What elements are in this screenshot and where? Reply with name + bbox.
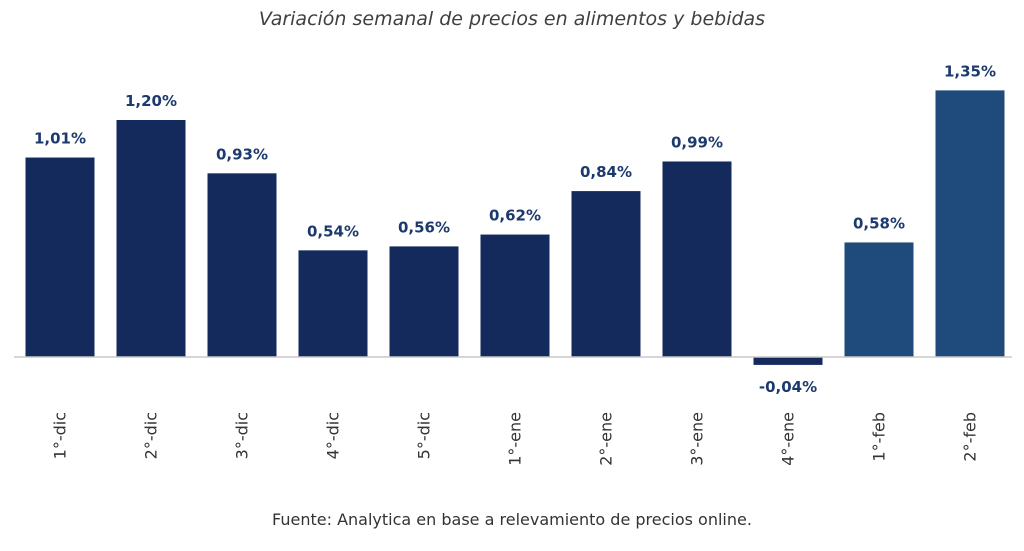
tick-label-1-feb: 1°-feb [870,412,889,462]
data-label-2-feb: 1,35% [944,62,996,80]
data-label-4-ene: -0,04% [759,378,817,396]
data-label-1-dic: 1,01% [34,130,86,148]
data-label-4-dic: 0,54% [307,222,359,240]
data-label-3-dic: 0,93% [216,145,268,163]
data-label-5-dic: 0,56% [398,218,450,236]
chart-source-note: Fuente: Analytica en base a relevamiento… [272,510,752,529]
x-tick-labels-layer: 1°-dic 2°-dic 3°-dic 4°-dic 5°-dic 1°-ene 2°-e… [51,412,980,466]
data-label-2-dic: 1,20% [125,92,177,110]
data-labels-layer: 1,01% 1,20% 0,93% 0,54% 0,56% 0,62% 0,84% 0,99%… [34,62,996,396]
data-label-1-feb: 0,58% [853,214,905,232]
bar-3-dic [207,173,277,357]
bar-5-dic [389,246,459,357]
bar-1-feb [844,242,914,357]
bar-2-feb [935,90,1005,357]
data-label-2-ene: 0,84% [580,163,632,181]
bar-2-dic [116,120,186,357]
bar-1-ene [480,234,550,357]
tick-label-2-dic: 2°-dic [142,412,161,459]
bar-3-ene [662,161,732,357]
tick-label-1-ene: 1°-ene [506,412,525,466]
tick-label-4-dic: 4°-dic [324,412,343,459]
bar-1-dic [25,157,95,357]
tick-label-4-ene: 4°-ene [779,412,798,466]
tick-label-2-feb: 2°-feb [961,412,980,462]
data-label-3-ene: 0,99% [671,133,723,151]
bars-layer [25,90,1005,365]
tick-label-5-dic: 5°-dic [415,412,434,459]
bar-4-dic [298,250,368,357]
tick-label-3-ene: 3°-ene [688,412,707,466]
chart-title: Variación semanal de precios en alimento… [258,8,766,30]
tick-label-3-dic: 3°-dic [233,412,252,459]
bar-4-ene [753,357,823,365]
tick-label-2-ene: 2°-ene [597,412,616,466]
tick-label-1-dic: 1°-dic [51,412,70,459]
bar-2-ene [571,191,641,357]
data-label-1-ene: 0,62% [489,207,541,225]
